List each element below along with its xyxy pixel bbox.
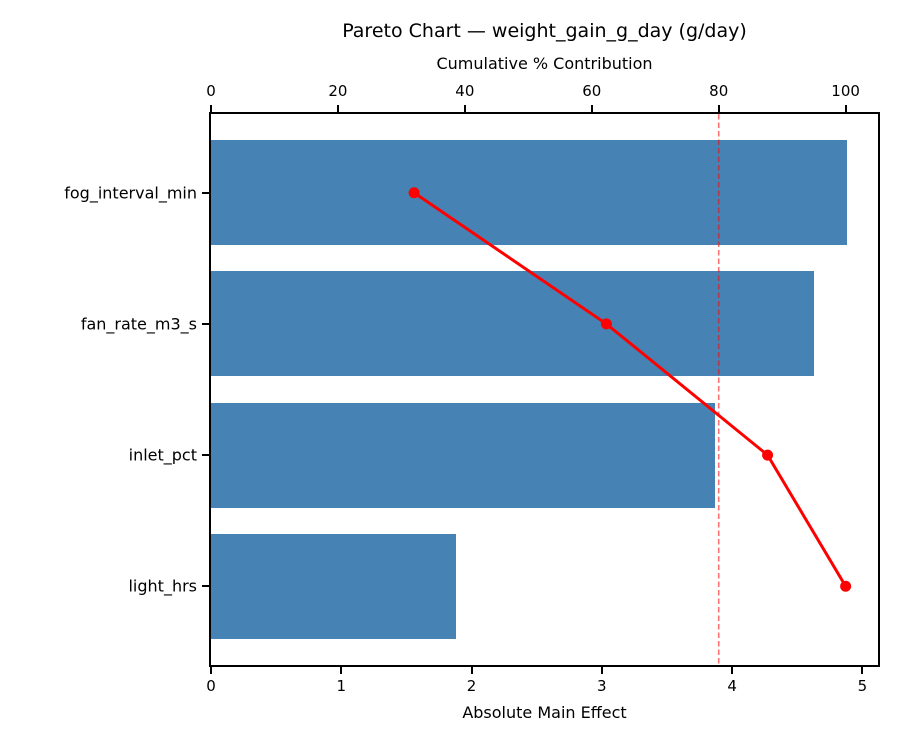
bottom-axis-label: Absolute Main Effect xyxy=(462,703,627,722)
bar-fan_rate_m3_s xyxy=(211,271,815,377)
bottom-tick-mark xyxy=(861,667,864,674)
top-tick-label: 100 xyxy=(831,82,860,100)
chart-title: Pareto Chart — weight_gain_g_day (g/day) xyxy=(342,20,747,42)
left-tick-mark xyxy=(202,454,209,457)
bottom-tick-mark xyxy=(340,667,343,674)
data-point-marker xyxy=(600,318,612,330)
top-tick-label: 60 xyxy=(582,82,602,100)
category-label-fog_interval_min: fog_interval_min xyxy=(64,183,197,203)
cumulative-line xyxy=(413,191,847,588)
cumulative-line-svg xyxy=(408,114,852,665)
bottom-tick-label: 3 xyxy=(597,677,607,695)
top-tick-label: 80 xyxy=(709,82,729,100)
top-tick-mark xyxy=(210,105,212,112)
top-axis-label: Cumulative % Contribution xyxy=(436,54,653,73)
bottom-tick-mark xyxy=(731,667,734,674)
top-tick-mark xyxy=(590,105,593,112)
bottom-tick-label: 1 xyxy=(336,677,347,695)
left-tick-mark xyxy=(202,322,209,325)
bar-light_hrs xyxy=(211,533,456,639)
data-point-marker xyxy=(840,580,852,592)
bottom-tick-mark xyxy=(210,667,212,674)
top-tick-mark xyxy=(844,105,847,112)
top-tick-mark xyxy=(463,105,466,112)
top-tick-mark xyxy=(717,105,720,112)
bottom-tick-label: 0 xyxy=(206,677,216,695)
top-tick-label: 0 xyxy=(206,82,216,100)
bottom-tick-label: 2 xyxy=(466,677,477,695)
data-point-marker xyxy=(762,449,774,461)
top-tick-label: 20 xyxy=(328,82,348,100)
top-tick-label: 40 xyxy=(455,82,475,100)
bottom-tick-mark xyxy=(600,667,603,674)
category-label-light_hrs: light_hrs xyxy=(128,576,197,596)
plot-area xyxy=(209,112,880,667)
data-point-marker xyxy=(408,187,420,199)
bottom-tick-label: 4 xyxy=(727,677,737,695)
left-tick-mark xyxy=(202,191,209,194)
bottom-tick-label: 5 xyxy=(857,677,868,695)
bottom-tick-mark xyxy=(470,667,473,674)
left-tick-mark xyxy=(202,585,209,588)
bar-inlet_pct xyxy=(211,402,716,508)
category-label-inlet_pct: inlet_pct xyxy=(128,445,197,465)
top-tick-mark xyxy=(336,105,339,112)
category-label-fan_rate_m3_s: fan_rate_m3_s xyxy=(80,314,197,334)
bar-fog_interval_min xyxy=(211,140,847,246)
